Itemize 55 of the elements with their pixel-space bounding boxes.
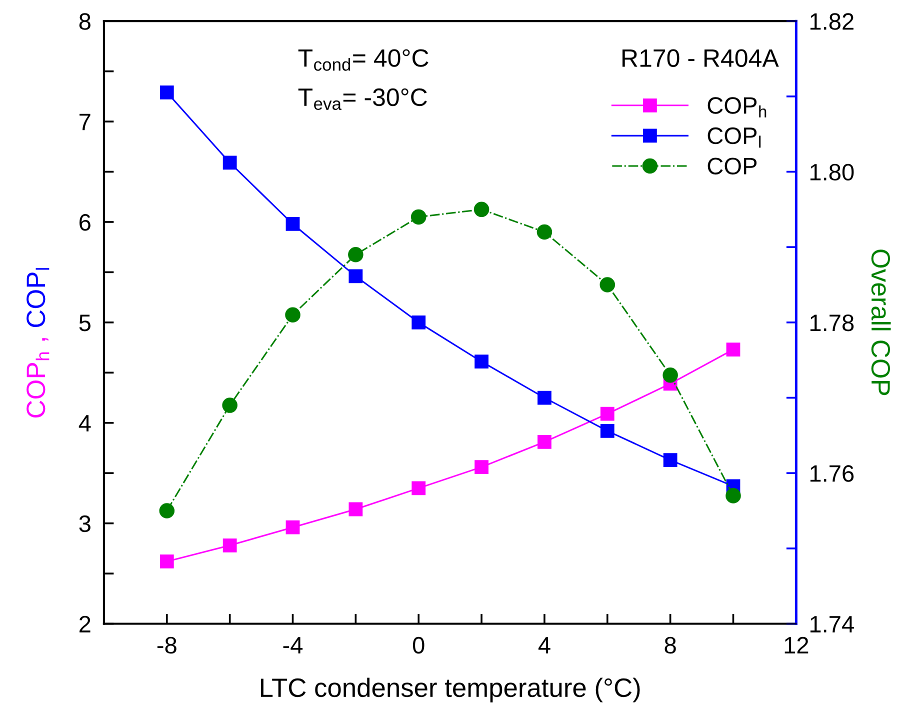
point (412, 315, 426, 330)
point (536, 224, 552, 240)
annotation: T$_{eva}$= -30°C (298, 88, 427, 110)
point (286, 217, 300, 231)
legend-label: COP$_{l}$ (708, 127, 761, 148)
y2-tick-label: 1.74 (810, 616, 854, 632)
x-tick-label: 4 (538, 637, 550, 654)
point (159, 503, 175, 518)
annotation: T$_{cond}$= 40°C (298, 49, 428, 71)
x-tick-label: 12 (784, 636, 808, 654)
point (222, 538, 237, 552)
y-tick-label: 5 (79, 314, 90, 332)
x-axis-title: LTC condenser temperature (°C) (260, 678, 640, 702)
point (222, 398, 238, 413)
x-tick-label: -8 (157, 636, 176, 654)
point (348, 246, 364, 262)
point (474, 460, 488, 474)
y2-tick-label: 1.76 (810, 465, 854, 482)
point (663, 453, 678, 467)
y-axis-title: COP$_{h}$ , COP$_{l}$ (26, 268, 50, 418)
y-tick-label: 3 (79, 515, 90, 532)
point (726, 342, 740, 356)
point (474, 354, 488, 369)
x-tick-label: 0 (412, 636, 424, 654)
point (538, 435, 552, 449)
point (410, 209, 426, 225)
point (348, 502, 363, 516)
point (726, 488, 741, 504)
y-tick-label: 7 (80, 114, 90, 130)
y2-tick-label: 1.82 (810, 13, 854, 30)
point (600, 277, 616, 292)
point (412, 481, 426, 496)
y-tick-label: 4 (78, 415, 91, 432)
point (600, 406, 614, 421)
legend-label: COP$_{h}$ (708, 97, 766, 118)
y2-tick-label: 1.80 (810, 164, 854, 181)
point (160, 554, 174, 568)
point (222, 156, 237, 170)
y-tick-label: 6 (80, 214, 90, 231)
y2-axis-title: Overall COP (871, 250, 891, 396)
y-tick-label: 8 (79, 13, 90, 30)
y2-tick-label: 1.78 (810, 314, 854, 332)
point (538, 390, 552, 405)
point (285, 307, 300, 323)
point (662, 368, 678, 383)
point (474, 202, 490, 218)
point (286, 520, 300, 534)
y-tick-label: 2 (80, 616, 90, 632)
point (160, 85, 174, 100)
point (348, 269, 363, 284)
legend-label: COP (708, 158, 757, 174)
x-tick-label: -4 (283, 637, 303, 654)
annotation: R170 - R404A (622, 49, 779, 67)
x-tick-label: 8 (664, 636, 676, 654)
point (600, 424, 614, 438)
